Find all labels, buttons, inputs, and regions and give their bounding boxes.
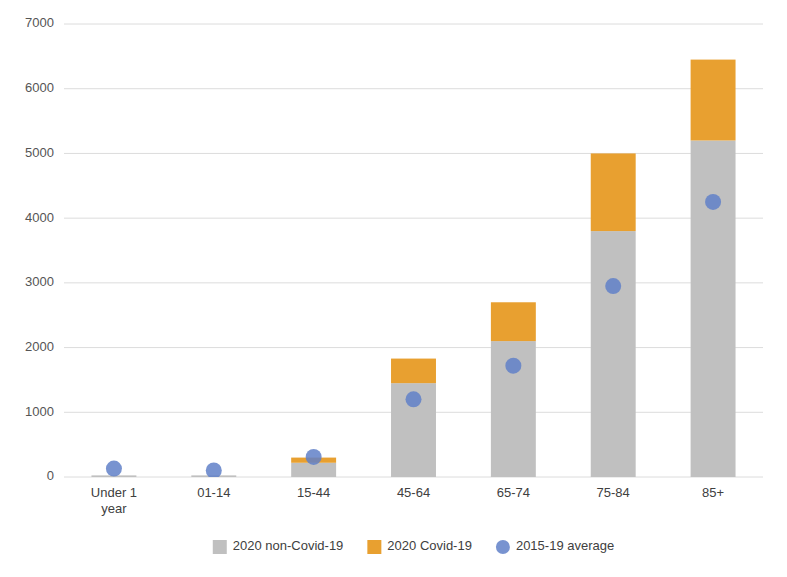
dot (605, 278, 621, 294)
chart-svg: 0 1000 2000 3000 4000 5000 6000 7000 Under 1year… (0, 0, 787, 577)
dot (206, 463, 222, 477)
bar (491, 302, 536, 341)
chart-container: 0 1000 2000 3000 4000 5000 6000 7000 Under 1year… (0, 0, 787, 577)
x-tick-label-line: 45-64 (397, 485, 430, 500)
x-tick-label: 85+ (702, 485, 724, 500)
legend-item: 2020 non-Covid-19 (213, 538, 344, 554)
dot (505, 358, 521, 374)
bar-series (91, 140, 735, 477)
x-tick-label: 65-74 (497, 485, 530, 500)
dot (306, 449, 322, 465)
bar (591, 153, 636, 231)
dot (106, 461, 122, 477)
legend-swatch (367, 540, 381, 554)
legend-item: 2015-19 average (496, 538, 614, 554)
x-axis: Under 1year 01-14 15-44 45-64 65-74 75-84 85+ (91, 485, 724, 516)
grid-line (64, 88, 763, 89)
y-tick-label: 7000 (25, 15, 54, 30)
x-tick-label-line: 15-44 (297, 485, 330, 500)
bar (691, 140, 736, 477)
x-tick-label-line: 75-84 (597, 485, 630, 500)
y-tick-label: 6000 (25, 80, 54, 95)
dot (406, 391, 422, 407)
legend-swatch (496, 540, 510, 554)
legend: 2020 non-Covid-19 2020 Covid-19 2015-19 av… (213, 538, 614, 554)
y-tick-label: 2000 (25, 339, 54, 354)
bar (691, 60, 736, 141)
grid-line (64, 282, 763, 283)
y-tick-label: 5000 (25, 145, 54, 160)
grid (64, 24, 763, 477)
y-axis: 0 1000 2000 3000 4000 5000 6000 7000 (25, 15, 54, 483)
x-tick-label: 01-14 (197, 485, 230, 500)
y-tick-label: 0 (47, 468, 54, 483)
legend-label: 2020 non-Covid-19 (233, 538, 344, 553)
x-tick-label: 75-84 (597, 485, 630, 500)
grid-line (64, 24, 763, 25)
background (0, 0, 787, 577)
y-tick-label: 4000 (25, 210, 54, 225)
y-tick-label: 1000 (25, 404, 54, 419)
marks (91, 60, 735, 477)
dot (705, 194, 721, 210)
bar (491, 341, 536, 477)
bar (391, 383, 436, 477)
legend-swatch (213, 540, 227, 554)
legend-label: 2015-19 average (516, 538, 614, 553)
y-tick-label: 3000 (25, 274, 54, 289)
x-tick-label-line: 85+ (702, 485, 724, 500)
grid-line (64, 153, 763, 154)
x-tick-label-line: year (101, 501, 127, 516)
x-tick-label-line: Under 1 (91, 485, 137, 500)
x-tick-label: 15-44 (297, 485, 330, 500)
legend-label: 2020 Covid-19 (387, 538, 472, 553)
x-tick-label-line: 65-74 (497, 485, 530, 500)
legend-item: 2020 Covid-19 (367, 538, 472, 554)
bar (391, 359, 436, 384)
bar-series (291, 60, 735, 463)
dot-series (106, 194, 721, 477)
x-tick-label: 45-64 (397, 485, 430, 500)
x-tick-label: Under 1year (91, 485, 137, 516)
x-tick-label-line: 01-14 (197, 485, 230, 500)
grid-line (64, 218, 763, 219)
bar (591, 231, 636, 477)
grid-line (64, 347, 763, 348)
